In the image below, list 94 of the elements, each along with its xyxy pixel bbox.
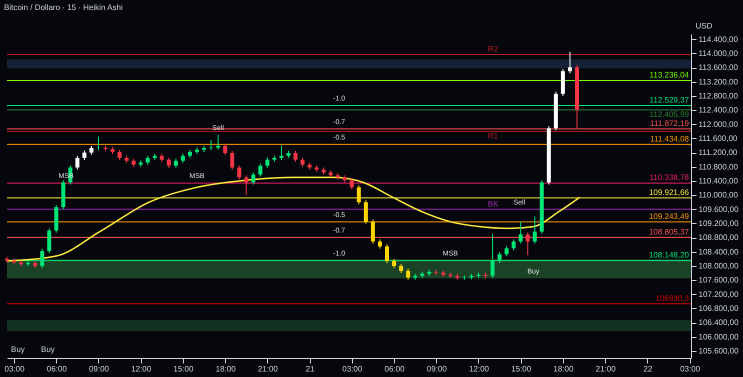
annotation: Buy [41,345,55,354]
candlestick [223,143,228,156]
ref-line-label: 109.921,66 [648,188,690,197]
y-tick-label: 108.400,00 [698,247,740,256]
x-tick-label: 09:00 [88,364,110,374]
candlestick [75,155,80,170]
ref-line-label: 111.872,19 [650,118,690,128]
x-tick-label: 06:00 [384,364,406,374]
candlestick [237,164,242,180]
candlestick [166,157,171,168]
candlestick [54,204,58,234]
x-tick-label: 21:00 [596,364,616,374]
candlestick [399,263,404,274]
y-tick-label: 110.000,00 [698,190,738,200]
x-tick-label: 15:00 [511,364,532,374]
x-tick-label: 21:00 [258,364,278,374]
y-tick-label: 106.800,00 [698,304,740,313]
y-tick-label: 106.400,00 [698,318,740,328]
candlestick [251,172,256,185]
candlestick [258,163,262,178]
x-tick-label: 03:00 [4,364,26,374]
y-tick-label: 112.000,00 [698,120,738,129]
candlestick [350,178,354,190]
x-tick-label: 21 [306,364,316,374]
candlestick [568,51,572,74]
x-tick-label: 09:00 [426,364,448,374]
candlestick [294,150,298,162]
y-tick-label: 107.200,00 [698,290,740,299]
y-tick-label: 108.800,00 [698,233,740,242]
candlestick [180,153,185,164]
y-tick-label: 109.200,00 [698,218,740,228]
candlestick [279,145,284,161]
annotation: Buy [11,345,25,354]
y-tick-label: 111.200,00 [698,148,738,158]
candlestick [209,140,214,151]
ref-line-label: R2 [488,44,499,54]
candlestick [230,150,234,170]
x-tick-label: 03:00 [342,364,363,374]
candlestick [265,157,270,168]
y-tick-label: 109.600,00 [698,204,740,214]
y-axis-title: USD [696,22,713,30]
y-tick-label: 113.200,00 [698,77,738,86]
ref-line-label: R1 [488,131,499,140]
ref-line-label: BK [488,199,500,208]
ref-line-label: 106930.3 [656,294,690,303]
ref-line-label: 110.338,78 [650,173,690,182]
y-tick-label: 107.600,00 [698,276,740,285]
ref-line-label: 108.805,37 [648,227,690,236]
y-tick-label: 111.600,00 [698,134,738,143]
candlestick [370,219,375,244]
ref-line-label: 111.434,08 [650,134,690,144]
candlestick [82,150,86,161]
y-tick-label: 110.800,00 [698,162,738,172]
candlestick [47,228,52,254]
x-tick-label: 18:00 [216,364,236,374]
candlestick [118,149,122,161]
ref-line-label: 112.529,37 [650,96,690,105]
x-tick-label: 15:00 [173,364,194,374]
y-tick-label: 112.800,00 [698,91,738,100]
y-tick-label: 112.400,00 [698,106,738,115]
candlestick [406,268,410,280]
candlestick [518,221,523,244]
y-tick-label: 105.600,00 [698,346,740,356]
ref-line-label: 112.405,99 [650,110,690,119]
ref-line-label: 109.243,49 [648,212,690,221]
y-tick-label: 113.600,00 [698,63,738,72]
x-tick-label: 18:00 [553,364,574,374]
candlestick [385,244,389,264]
x-tick-label: 03:00 [680,364,701,374]
candlestick [392,258,396,269]
candlestick [96,136,100,151]
x-tick-label: 06:00 [46,364,68,374]
candlestick [378,238,382,250]
y-tick-label: 108.000,00 [698,261,740,270]
candlestick [560,68,565,96]
candlestick [174,158,178,168]
y-tick-label: 110.400,00 [698,176,738,186]
y-tick-label: 114.000,00 [698,48,738,58]
candlestick [504,246,509,257]
candlestick [300,157,305,168]
candlestick [356,184,361,205]
candlestick [244,174,248,196]
candlestick [532,216,537,244]
y-tick-label: 106.000,00 [698,332,740,342]
ref-line-label: 108.148,20 [648,250,690,260]
x-tick-label: 22 [643,364,653,374]
candlestick [512,238,516,251]
x-tick-label: 12:00 [131,364,152,374]
ref-line-label: 113.236,04 [650,70,690,80]
x-tick-label: 12:00 [468,364,490,374]
y-tick-label: 114.400,00 [698,34,738,44]
candlestick [364,200,368,224]
chart-title: Bitcoin / Dollaro · 15 · Heikin Ashi [4,3,123,12]
candlestick [526,232,530,256]
